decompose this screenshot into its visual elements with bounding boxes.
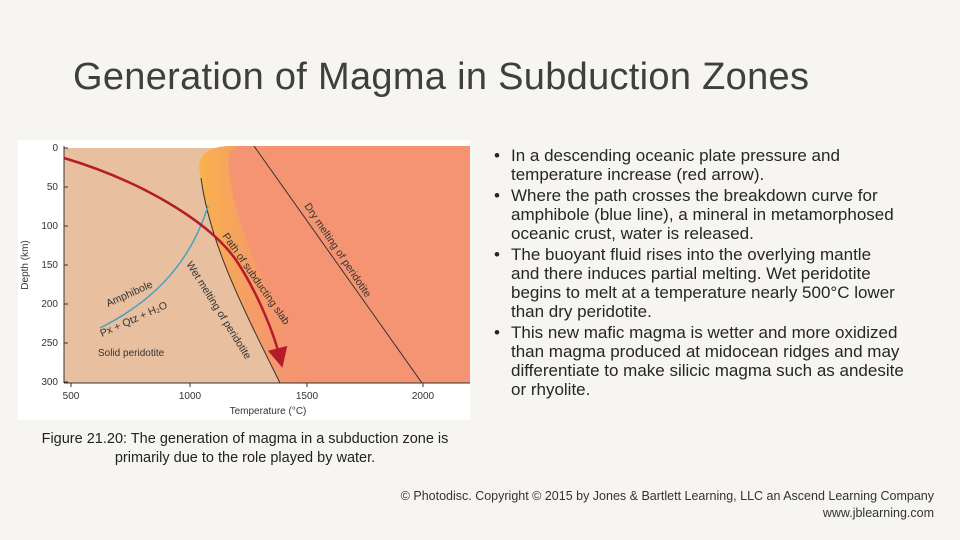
dry-melting-curve	[253, 145, 423, 384]
website-line: www.jblearning.com	[822, 506, 934, 520]
bullet-text: In a descending oceanic plate pressure a…	[511, 146, 840, 184]
bullet-list: • In a descending oceanic plate pressure…	[494, 146, 904, 401]
copyright-line: © Photodisc. Copyright © 2015 by Jones &…	[400, 489, 934, 503]
y-tick-label: 250	[41, 338, 58, 349]
x-tick-label: 1000	[179, 391, 202, 402]
bullet-text: The buoyant fluid rises into the overlyi…	[511, 245, 895, 321]
bullet-item: • The buoyant fluid rises into the overl…	[494, 245, 904, 321]
y-tick-label: 200	[41, 299, 58, 310]
subducting-slab-path-arrow	[63, 156, 288, 368]
y-tick-label: 0	[52, 143, 58, 154]
bullet-text: Where the path crosses the breakdown cur…	[511, 186, 894, 243]
amphibole-breakdown-curve	[99, 205, 209, 329]
bullet-symbol: •	[494, 323, 500, 342]
y-tick-label: 100	[41, 221, 58, 232]
bullet-item: • Where the path crosses the breakdown c…	[494, 186, 904, 243]
x-tick-label: 500	[63, 391, 80, 402]
bullet-symbol: •	[494, 186, 500, 205]
x-tick-label: 2000	[412, 391, 435, 402]
bullet-text: This new mafic magma is wetter and more …	[511, 323, 904, 399]
figure-caption: Figure 21.20: The generation of magma in…	[41, 431, 449, 466]
copyright-credit: © Photodisc. Copyright © 2015 by Jones &…	[401, 488, 934, 522]
y-tick-label: 300	[41, 377, 58, 388]
y-axis-label: Depth (km)	[20, 240, 31, 289]
y-tick-label: 150	[41, 260, 58, 271]
figure-panel: 0 50 100 150 200 250 300 500 1000 1500 2…	[18, 140, 470, 420]
solid-peridotite-label: Solid peridotite	[98, 348, 165, 359]
slide-title: Generation of Magma in Subduction Zones	[73, 56, 810, 98]
magma-generation-diagram: 0 50 100 150 200 250 300 500 1000 1500 2…	[20, 143, 470, 417]
y-axis-ticks	[64, 147, 68, 383]
bullet-symbol: •	[494, 245, 500, 264]
bullet-item: • In a descending oceanic plate pressure…	[494, 146, 904, 184]
bullet-item: • This new mafic magma is wetter and mor…	[494, 323, 904, 399]
bullet-symbol: •	[494, 146, 500, 165]
y-tick-label: 50	[47, 182, 59, 193]
x-axis-ticks	[70, 383, 424, 387]
melt-transition-zone	[199, 146, 318, 383]
wet-melting-curve	[200, 177, 281, 384]
x-axis-label: Temperature (°C)	[230, 406, 307, 417]
x-tick-label: 1500	[296, 391, 319, 402]
